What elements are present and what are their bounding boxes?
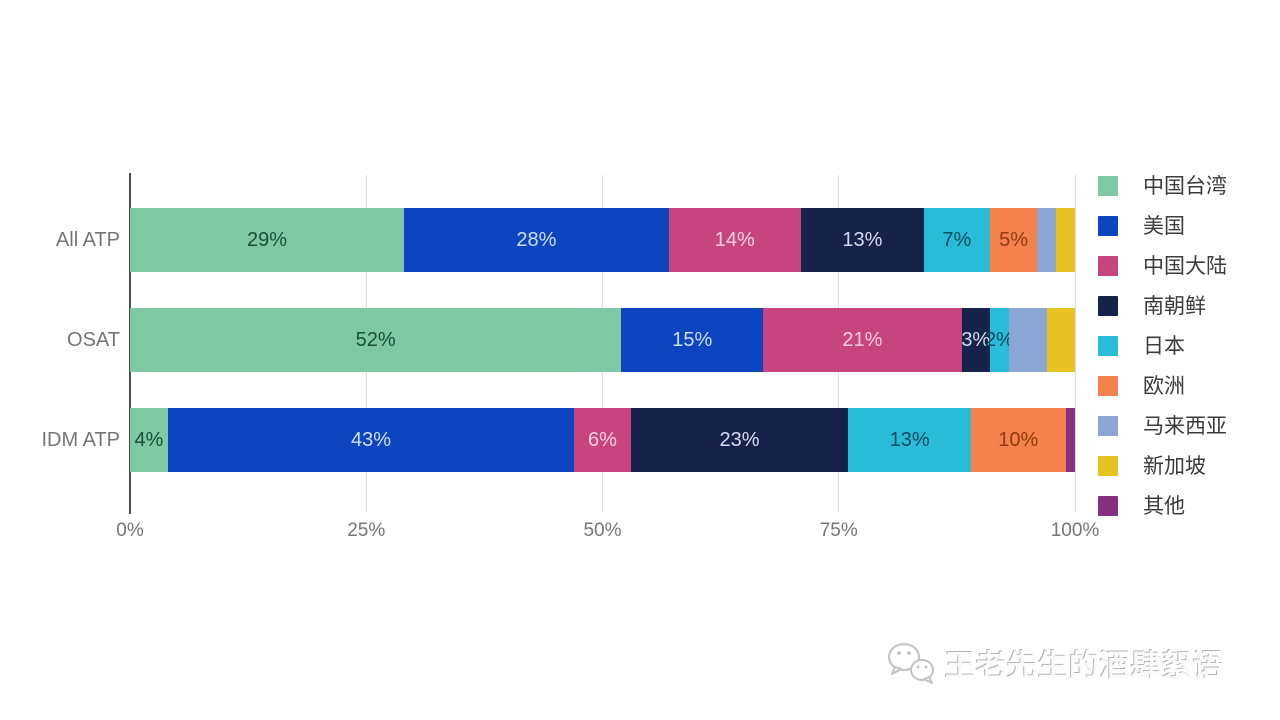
legend-swatch [1098, 456, 1118, 476]
legend-label: 南朝鲜 [1143, 295, 1206, 318]
bar-segment [763, 308, 962, 372]
bar-segment-label: 4% [134, 429, 164, 451]
bar-segment-label: 15% [672, 329, 713, 351]
legend-swatch [1098, 376, 1118, 396]
legend-label: 新加坡 [1143, 455, 1206, 478]
bar-segment-label: 52% [355, 329, 396, 351]
legend-label: 美国 [1143, 215, 1185, 238]
watermark-text: 王老先生的酒肆絮语 [945, 650, 1224, 683]
bar-segment-label: 28% [516, 229, 557, 251]
legend-label: 中国大陆 [1143, 255, 1227, 278]
legend-swatch [1098, 176, 1118, 196]
legend-label: 中国台湾 [1143, 175, 1227, 198]
legend-swatch [1098, 256, 1118, 276]
bar-segment [1037, 208, 1057, 272]
x-axis-tick-label: 0% [116, 520, 144, 541]
bar-segment-label: 10% [998, 429, 1039, 451]
bar-segment [621, 308, 764, 372]
bar-segment-label: 13% [842, 229, 883, 251]
bar-segment [404, 208, 669, 272]
bar-segment-label: 6% [588, 429, 617, 451]
x-axis-tick-label: 75% [819, 520, 858, 541]
bar-segment-label: 2% [984, 329, 1014, 351]
bar-segment [800, 208, 924, 272]
bar-segment [961, 308, 990, 372]
x-axis-tick-label: 100% [1050, 520, 1100, 541]
category-label: IDM ATP [41, 429, 120, 451]
bar-segment [630, 408, 849, 472]
legend-swatch [1098, 296, 1118, 316]
x-axis-tick-label: 25% [347, 520, 386, 541]
bar-segment [574, 408, 631, 472]
legend-label: 欧洲 [1143, 375, 1185, 398]
bar-segment-label: 3% [961, 329, 991, 351]
bar-segment [130, 308, 622, 372]
bar-segment [989, 308, 1009, 372]
bar-segment-label: 5% [999, 229, 1029, 251]
bar-segment-label: 29% [247, 229, 288, 251]
bar-segment [923, 208, 990, 272]
x-axis-tick-label: 50% [583, 520, 622, 541]
bar-segment [130, 408, 168, 472]
bar-segment-label: 7% [942, 229, 972, 251]
watermark: 王老先生的酒肆絮语 [885, 640, 1224, 686]
bar-segment [1046, 308, 1075, 372]
bar-segment-label: 43% [350, 429, 391, 451]
bar-segment [668, 208, 801, 272]
bar-segment-label: 14% [714, 229, 755, 251]
bar-segment-label: 13% [889, 429, 930, 451]
legend-swatch [1098, 336, 1118, 356]
legend-swatch [1098, 496, 1118, 516]
bar-segment [1065, 408, 1075, 472]
legend-swatch [1098, 216, 1118, 236]
bar-segment [971, 408, 1066, 472]
gridline [1074, 175, 1076, 512]
legend-label: 其他 [1143, 495, 1185, 518]
bar-segment [848, 408, 972, 472]
category-label: OSAT [67, 329, 120, 351]
bar-segment-label: 23% [719, 429, 760, 451]
legend-swatch [1098, 416, 1118, 436]
bar-segment [167, 408, 575, 472]
bar-segment [1008, 308, 1047, 372]
bar-segment [1056, 208, 1075, 272]
bar-segment-label: 21% [842, 329, 883, 351]
legend-label: 马来西亚 [1143, 415, 1227, 438]
wechat-icon [888, 643, 934, 684]
bar-segment [130, 208, 405, 272]
category-label: All ATP [55, 229, 120, 251]
bar-segment [989, 208, 1038, 272]
legend-label: 日本 [1143, 335, 1185, 358]
